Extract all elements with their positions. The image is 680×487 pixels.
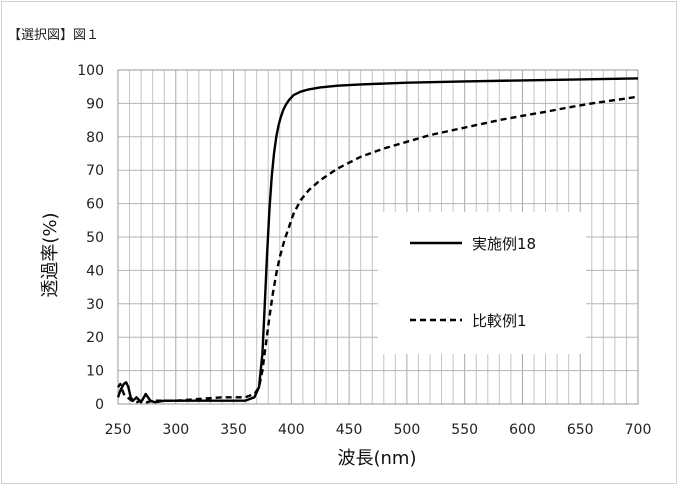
legend: [378, 212, 586, 354]
y-tick-label: 50: [86, 230, 104, 246]
series-line-2: [117, 95, 639, 404]
x-tick-label: 450: [336, 422, 363, 438]
x-axis-title: 波長(nm): [338, 448, 417, 469]
figure-caption: 【選択図】図１: [8, 28, 100, 43]
series-lines: [116, 77, 639, 404]
x-tick-label: 400: [278, 422, 305, 438]
plot-area: [117, 69, 639, 405]
y-tick-labels: 0 10 20 30 40 50 60 70 80 90 100: [77, 63, 104, 413]
x-tick-labels: 250 300 350 400 450 500 550 600 650 700: [105, 422, 652, 438]
x-tick-label: 250: [105, 422, 132, 438]
x-tick-label: 550: [451, 422, 478, 438]
y-tick-label: 30: [86, 297, 104, 313]
y-tick-label: 60: [86, 197, 104, 213]
y-axis-title: 透過率(%): [40, 212, 61, 297]
y-tick-label: 10: [86, 364, 104, 380]
legend-background: [378, 212, 586, 354]
x-tick-label: 350: [220, 422, 247, 438]
x-tick-label: 500: [394, 422, 421, 438]
y-tick-label: 70: [86, 163, 104, 179]
x-tick-label: 300: [162, 422, 189, 438]
y-tick-label: 90: [86, 96, 104, 112]
series-line-1: [116, 77, 639, 404]
y-tick-label: 80: [86, 130, 104, 146]
x-tick-label: 600: [509, 422, 536, 438]
x-tick-label: 700: [625, 422, 652, 438]
legend-items: 実施例18 比較例1: [410, 235, 536, 330]
y-tick-label: 0: [95, 397, 104, 413]
plot-border: [117, 69, 639, 405]
legend-label-1: 実施例18: [472, 235, 536, 253]
y-tick-label: 100: [77, 63, 104, 79]
x-tick-label: 650: [567, 422, 594, 438]
y-tick-label: 20: [86, 330, 104, 346]
y-tick-label: 40: [86, 263, 104, 279]
legend-label-2: 比較例1: [472, 312, 527, 330]
